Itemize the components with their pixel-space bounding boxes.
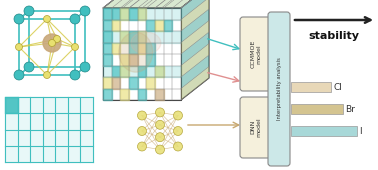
Circle shape [24, 6, 34, 16]
Text: CCMMOE
model: CCMMOE model [251, 40, 262, 68]
Bar [103, 31, 181, 42]
Polygon shape [181, 55, 209, 89]
Bar [138, 42, 146, 54]
Bar [112, 8, 120, 20]
Circle shape [70, 14, 80, 24]
Bar [103, 65, 181, 77]
Polygon shape [181, 32, 209, 65]
Bar [129, 31, 138, 42]
Circle shape [138, 111, 147, 120]
Bar [138, 89, 146, 100]
Circle shape [43, 34, 61, 52]
Text: Br: Br [345, 105, 355, 114]
Circle shape [54, 36, 60, 42]
Bar [103, 8, 181, 20]
Text: DNN
model: DNN model [251, 117, 262, 137]
Ellipse shape [131, 32, 161, 54]
Text: Interpretability analysis: Interpretability analysis [276, 58, 282, 120]
Bar [291, 104, 343, 114]
Bar [5, 97, 93, 162]
Polygon shape [181, 21, 209, 54]
Bar [155, 65, 164, 77]
Bar [129, 77, 138, 89]
Circle shape [43, 72, 51, 79]
FancyBboxPatch shape [240, 97, 272, 158]
Bar [5, 113, 93, 162]
Polygon shape [181, 9, 209, 42]
Bar [103, 20, 112, 31]
Circle shape [174, 111, 183, 120]
Bar [129, 42, 138, 54]
Circle shape [70, 70, 80, 80]
Bar [138, 65, 146, 77]
Bar [138, 8, 146, 20]
Bar [120, 8, 129, 20]
Bar [120, 54, 129, 65]
Bar [291, 126, 357, 136]
Circle shape [155, 133, 164, 142]
Bar [103, 42, 112, 54]
Bar [146, 42, 155, 54]
Bar [120, 89, 129, 100]
Text: I: I [359, 126, 362, 135]
Polygon shape [103, 0, 209, 8]
FancyBboxPatch shape [240, 17, 272, 91]
Circle shape [174, 126, 183, 135]
Bar [112, 42, 120, 54]
Bar [146, 20, 155, 31]
Circle shape [15, 44, 23, 50]
Polygon shape [181, 66, 209, 100]
Bar [129, 54, 138, 65]
Circle shape [80, 62, 90, 72]
Bar [146, 77, 155, 89]
Circle shape [155, 120, 164, 129]
Circle shape [80, 6, 90, 16]
Polygon shape [181, 0, 209, 31]
Ellipse shape [119, 32, 153, 72]
Bar [112, 65, 120, 77]
Bar [164, 20, 172, 31]
Bar [129, 8, 138, 20]
Bar [155, 89, 164, 100]
Polygon shape [103, 8, 181, 100]
Bar [5, 97, 17, 113]
Text: Cl: Cl [333, 82, 342, 91]
Circle shape [14, 70, 24, 80]
Bar [155, 20, 164, 31]
Bar [103, 31, 112, 42]
Bar [17, 97, 93, 113]
Bar [103, 89, 112, 100]
Circle shape [24, 62, 34, 72]
Bar [103, 8, 112, 20]
Bar [120, 31, 129, 42]
FancyBboxPatch shape [268, 12, 290, 166]
Text: stability: stability [308, 31, 359, 41]
Circle shape [155, 108, 164, 117]
Polygon shape [181, 44, 209, 77]
Bar [103, 77, 112, 89]
Bar [112, 20, 120, 31]
Circle shape [48, 39, 56, 47]
Circle shape [138, 142, 147, 151]
Circle shape [155, 145, 164, 154]
Circle shape [71, 44, 79, 50]
Circle shape [43, 15, 51, 22]
Bar [112, 77, 120, 89]
Bar [103, 54, 112, 65]
Circle shape [14, 14, 24, 24]
Bar [120, 65, 129, 77]
Polygon shape [181, 0, 209, 100]
Bar [138, 31, 146, 42]
Circle shape [174, 142, 183, 151]
Bar [291, 82, 331, 92]
Bar [146, 54, 155, 65]
Circle shape [138, 126, 147, 135]
Polygon shape [181, 0, 209, 20]
